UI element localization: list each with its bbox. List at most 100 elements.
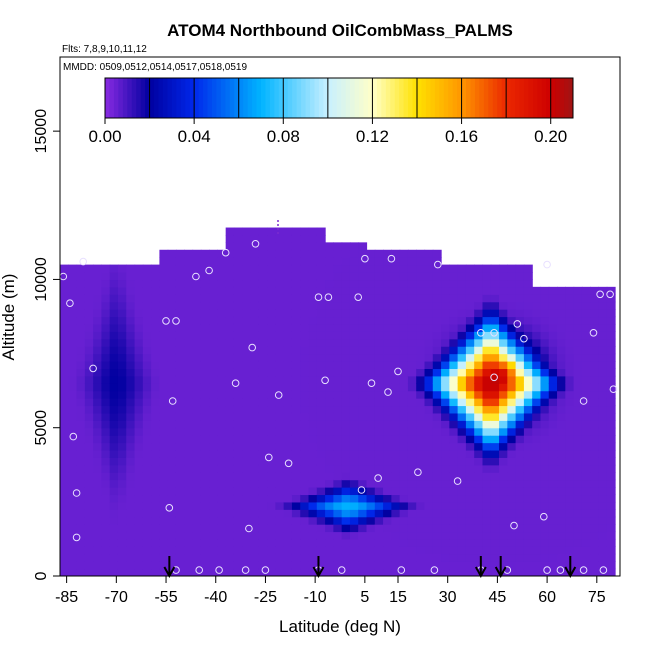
heatmap-cell-930: [233, 368, 243, 377]
heatmap-cell-1109: [267, 435, 276, 444]
heatmap-cell-2320: [490, 368, 500, 377]
heatmap-cell-2696: [565, 294, 575, 303]
heatmap-cell-2056: [441, 457, 450, 466]
heatmap-cell-663: [184, 368, 194, 377]
heatmap-cell-2392: [507, 457, 517, 466]
heatmap-cell-24: [60, 390, 69, 399]
heatmap-cell-2446: [515, 368, 525, 377]
heatmap-cell-922: [233, 427, 243, 436]
heatmap-cell-799: [209, 338, 218, 347]
heatmap-cell-407: [134, 353, 144, 362]
sample-point-60: [556, 566, 565, 574]
heatmap-cell-29: [60, 353, 69, 362]
heatmap-cell-771: [209, 546, 218, 555]
heatmap-cell-1706: [374, 442, 384, 451]
heatmap-cell-1136: [267, 234, 276, 243]
heatmap-cell-382: [134, 538, 144, 547]
heatmap-cell-1894: [407, 353, 417, 362]
heatmap-cell-138: [84, 479, 94, 488]
heatmap-cell-2463: [523, 553, 533, 562]
heatmap-cell-2762: [581, 383, 591, 392]
heatmap-cell-1563: [349, 509, 359, 518]
heatmap-cell-875: [225, 427, 235, 436]
heatmap-cell-1653: [366, 509, 376, 518]
heatmap-cell-267: [109, 457, 119, 466]
heatmap-cell-2479: [523, 435, 533, 444]
heatmap-cell-288: [109, 301, 119, 310]
heatmap-cell-591: [167, 249, 177, 258]
heatmap-cell-2370: [499, 309, 508, 318]
heatmap-cell-1077: [258, 323, 268, 332]
heatmap-cell-2813: [590, 294, 600, 303]
heatmap-cell-572: [167, 390, 177, 399]
heatmap-cell-2701: [573, 546, 583, 555]
heatmap-cell-2884: [606, 346, 616, 355]
heatmap-cell-2472: [523, 487, 533, 496]
heatmap-cell-737: [200, 472, 210, 481]
heatmap-cell-1379: [316, 524, 326, 533]
heatmap-cell-2553: [540, 487, 550, 496]
heatmap-cell-1628: [358, 360, 368, 369]
heatmap-cell-1416: [316, 249, 326, 258]
heatmap-cell-2449: [515, 346, 525, 355]
heatmap-cell-1174: [275, 301, 285, 310]
heatmap-cell-1286: [300, 516, 310, 525]
heatmap-cell-85: [76, 561, 86, 570]
colorbar-swatch-25: [216, 78, 222, 118]
heatmap-cell-2784: [590, 509, 600, 518]
heatmap-cell-1760: [383, 368, 392, 377]
heatmap-cell-1776: [383, 249, 392, 258]
heatmap-cell-1604: [358, 538, 368, 547]
heatmap-cell-2543: [540, 561, 550, 570]
heatmap-cell-1263: [291, 338, 301, 347]
heatmap-cell-1156: [275, 435, 285, 444]
heatmap-cell-1421: [325, 561, 334, 570]
heatmap-cell-1407: [316, 316, 326, 325]
heatmap-cell-757: [200, 323, 210, 332]
heatmap-cell-963: [242, 472, 252, 481]
heatmap-cell-1155: [275, 442, 285, 451]
colorbar-swatch-88: [497, 78, 503, 118]
sample-point-2: [79, 257, 87, 266]
heatmap-cell-937: [233, 316, 243, 325]
heatmap-cell-7: [60, 516, 69, 525]
heatmap-cell-1247: [291, 457, 301, 466]
heatmap-cell-1095: [267, 538, 276, 547]
heatmap-cell-1707: [374, 435, 384, 444]
heatmap-cell-2673: [565, 464, 575, 473]
heatmap-cell-1757: [383, 390, 392, 399]
heatmap-cell-2116: [449, 323, 459, 332]
heatmap-cell-48: [68, 524, 78, 533]
heatmap-cell-1747: [383, 464, 392, 473]
heatmap-cell-2232: [474, 398, 484, 407]
heatmap-cell-1347: [308, 412, 318, 421]
heatmap-cell-1175: [275, 294, 285, 303]
heatmap-cell-625: [175, 323, 185, 332]
x-tick-label-5: -10: [304, 589, 327, 606]
heatmap-cell-133: [84, 516, 94, 525]
heatmap-cell-1591: [349, 301, 359, 310]
heatmap-cell-2311: [490, 435, 500, 444]
heatmap-cell-972: [242, 405, 252, 414]
heatmap-cell-2793: [590, 442, 600, 451]
heatmap-cell-1710: [374, 412, 384, 421]
heatmap-cell-90: [76, 524, 86, 533]
heatmap-cell-1736: [383, 546, 392, 555]
heatmap-cell-2030: [432, 323, 442, 332]
heatmap-cell-594: [175, 553, 185, 562]
heatmap-cell-299: [117, 531, 127, 540]
heatmap-cell-2130: [457, 531, 467, 540]
heatmap-cell-950: [242, 568, 252, 576]
colorbar-swatch-95: [528, 78, 534, 118]
heatmap-cell-636: [184, 568, 194, 576]
colorbar-swatch-68: [408, 78, 414, 118]
heatmap-cell-2790: [590, 464, 600, 473]
heatmap-cell-115: [76, 338, 86, 347]
heatmap-cell-2646: [557, 375, 566, 384]
heatmap-cell-1011: [250, 464, 260, 473]
heatmap-cell-1968: [424, 457, 434, 466]
heatmap-cell-2350: [499, 457, 508, 466]
heatmap-cell-1955: [424, 553, 434, 562]
heatmap-cell-1209: [283, 390, 293, 399]
heatmap-cell-196: [93, 360, 103, 369]
